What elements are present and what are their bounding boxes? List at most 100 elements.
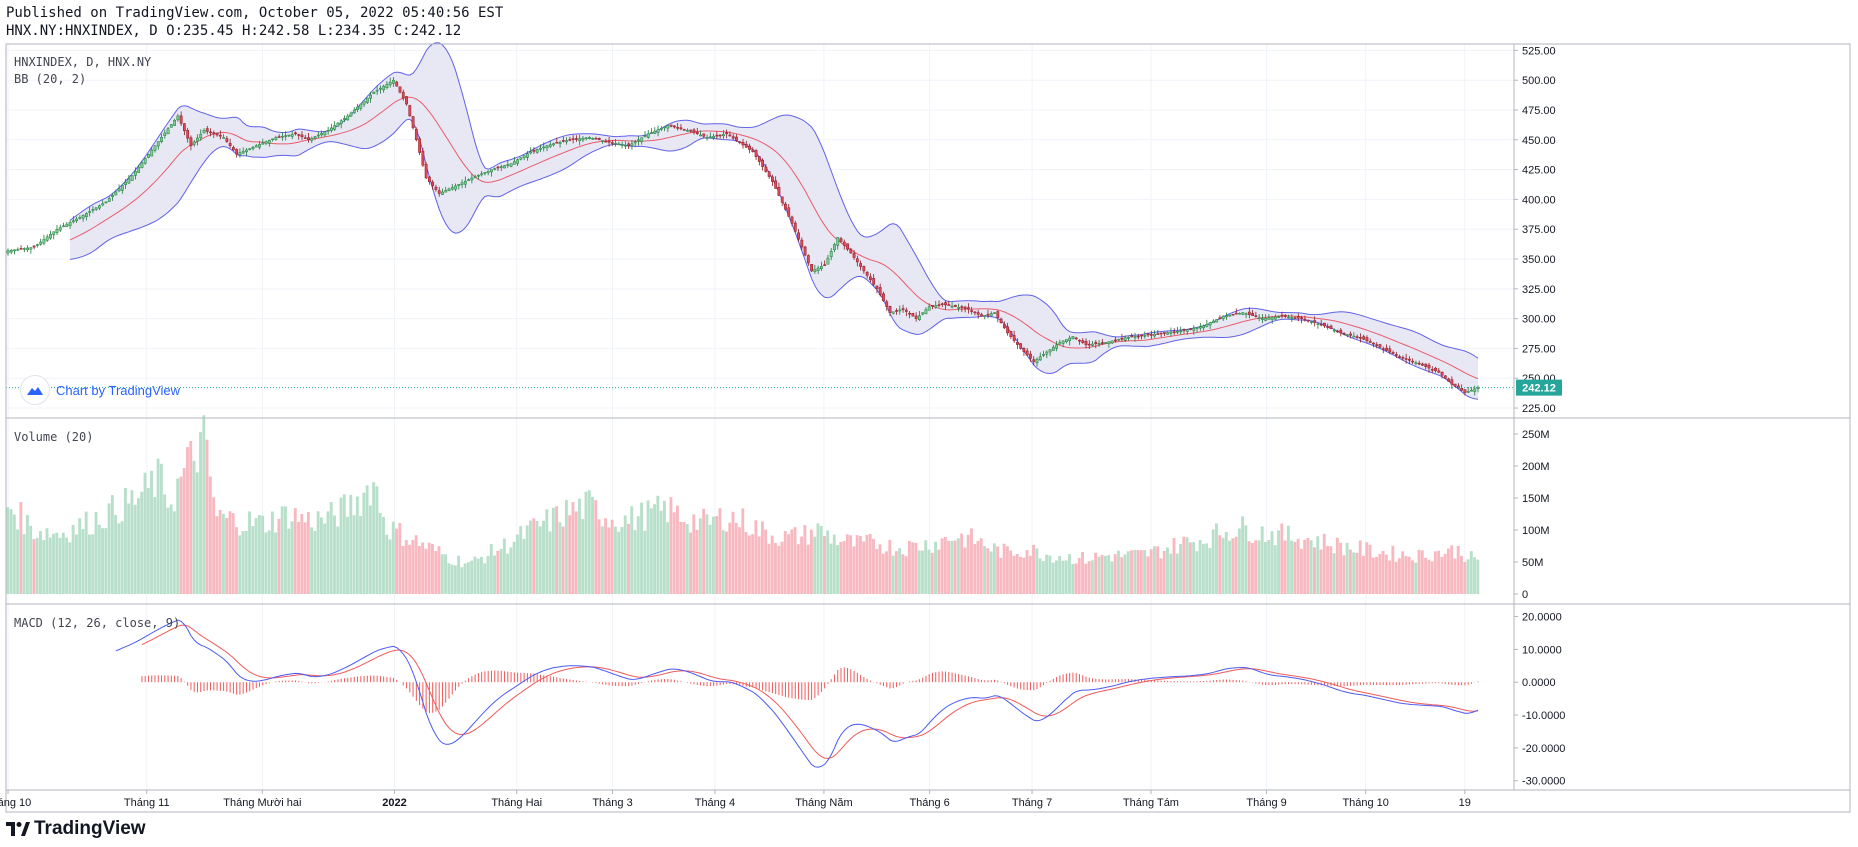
volume-bar[interactable]	[81, 529, 85, 594]
candle-body[interactable]	[1417, 362, 1421, 365]
candle-body[interactable]	[1368, 341, 1372, 343]
candle-body[interactable]	[643, 135, 647, 138]
volume-bar[interactable]	[1152, 546, 1156, 594]
volume-bar[interactable]	[956, 538, 960, 594]
volume-bar[interactable]	[280, 506, 284, 594]
candle-body[interactable]	[960, 306, 964, 309]
candle-body[interactable]	[1319, 323, 1323, 326]
volume-bar[interactable]	[1081, 551, 1084, 594]
candle-body[interactable]	[1100, 342, 1104, 344]
volume-bar[interactable]	[796, 544, 800, 594]
candle-body[interactable]	[111, 194, 114, 198]
volume-bar[interactable]	[251, 526, 255, 594]
candle-body[interactable]	[1388, 348, 1392, 353]
volume-bar[interactable]	[1358, 540, 1362, 594]
volume-bar[interactable]	[1146, 556, 1150, 594]
volume-bar[interactable]	[934, 541, 937, 594]
volume-bar[interactable]	[911, 542, 915, 594]
candle-body[interactable]	[581, 137, 585, 141]
candle-body[interactable]	[6, 250, 10, 254]
tradingview-logo[interactable]: TradingView	[6, 818, 146, 840]
volume-bar[interactable]	[862, 541, 866, 594]
volume-bar[interactable]	[42, 540, 46, 594]
volume-bar[interactable]	[568, 515, 572, 594]
volume-bar[interactable]	[1231, 538, 1235, 594]
volume-bar[interactable]	[310, 527, 314, 594]
volume-bar[interactable]	[35, 537, 39, 594]
candle-body[interactable]	[1385, 347, 1388, 351]
volume-bar[interactable]	[221, 513, 225, 594]
candle-body[interactable]	[1149, 334, 1153, 336]
candle-body[interactable]	[901, 308, 905, 310]
volume-bar[interactable]	[1264, 542, 1267, 594]
candle-body[interactable]	[235, 149, 239, 155]
candle-body[interactable]	[447, 188, 451, 192]
candle-body[interactable]	[395, 81, 399, 87]
candle-body[interactable]	[993, 312, 996, 314]
volume-bar[interactable]	[316, 511, 320, 594]
volume-bar[interactable]	[1466, 559, 1470, 594]
volume-bar[interactable]	[179, 476, 183, 594]
volume-bar[interactable]	[1244, 525, 1248, 594]
candle-body[interactable]	[1283, 315, 1287, 317]
candle-body[interactable]	[986, 313, 990, 316]
candle-body[interactable]	[1329, 325, 1333, 330]
volume-bar[interactable]	[431, 544, 434, 594]
candle-body[interactable]	[137, 166, 141, 173]
candle-body[interactable]	[793, 222, 797, 232]
volume-bar[interactable]	[538, 526, 542, 594]
volume-bar[interactable]	[493, 555, 496, 594]
candle-body[interactable]	[352, 109, 356, 114]
candle-body[interactable]	[1016, 342, 1019, 345]
candle-body[interactable]	[186, 130, 190, 139]
candle-body[interactable]	[1408, 358, 1411, 361]
volume-bar[interactable]	[757, 536, 761, 594]
volume-bar[interactable]	[1309, 540, 1313, 594]
candle-body[interactable]	[509, 163, 513, 167]
volume-bar[interactable]	[930, 552, 934, 594]
candle-body[interactable]	[552, 143, 555, 146]
volume-bar[interactable]	[764, 529, 768, 594]
candle-body[interactable]	[895, 310, 898, 312]
volume-bar[interactable]	[950, 540, 954, 594]
candle-body[interactable]	[1176, 331, 1179, 333]
volume-bar[interactable]	[172, 511, 176, 594]
volume-bar[interactable]	[718, 508, 722, 594]
volume-bar[interactable]	[1299, 548, 1303, 594]
candle-body[interactable]	[120, 185, 124, 191]
volume-bar[interactable]	[872, 538, 875, 594]
candle-body[interactable]	[1061, 340, 1065, 344]
candle-body[interactable]	[117, 188, 121, 192]
volume-bar[interactable]	[1195, 551, 1199, 594]
volume-bar[interactable]	[512, 541, 516, 594]
candle-body[interactable]	[712, 135, 715, 139]
candle-body[interactable]	[1221, 315, 1225, 320]
volume-bar[interactable]	[241, 531, 245, 594]
candle-body[interactable]	[1466, 391, 1470, 393]
candle-body[interactable]	[512, 161, 516, 165]
volume-bar[interactable]	[404, 540, 408, 594]
volume-bar[interactable]	[751, 534, 755, 594]
candle-body[interactable]	[506, 164, 510, 166]
volume-bar[interactable]	[1162, 550, 1166, 594]
candle-body[interactable]	[806, 255, 810, 264]
candle-body[interactable]	[708, 136, 712, 139]
candle-body[interactable]	[1104, 342, 1107, 344]
volume-bar[interactable]	[849, 535, 853, 594]
candle-body[interactable]	[480, 173, 484, 176]
candle-body[interactable]	[130, 175, 134, 181]
candle-body[interactable]	[1287, 316, 1290, 319]
volume-bar[interactable]	[1453, 558, 1457, 594]
volume-bar[interactable]	[604, 518, 608, 594]
volume-bar[interactable]	[1048, 555, 1052, 594]
volume-bar[interactable]	[1283, 540, 1287, 594]
candle-body[interactable]	[398, 86, 402, 93]
candle-body[interactable]	[1460, 388, 1464, 391]
volume-bar[interactable]	[1218, 535, 1222, 594]
volume-bar[interactable]	[829, 543, 833, 594]
candle-body[interactable]	[999, 318, 1003, 324]
candle-body[interactable]	[339, 120, 343, 124]
candle-body[interactable]	[29, 247, 33, 250]
volume-bar[interactable]	[960, 533, 964, 594]
